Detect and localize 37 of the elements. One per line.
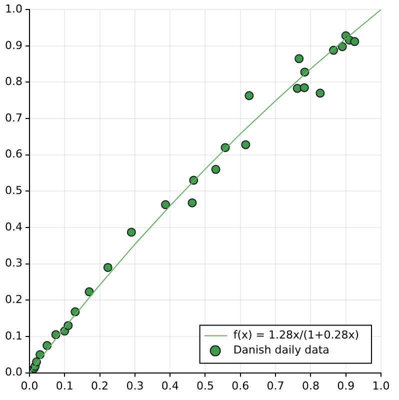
point — [211, 164, 220, 174]
point — [294, 54, 304, 64]
point — [316, 88, 325, 98]
y-tick-label: 0.9 — [4, 38, 22, 52]
point — [161, 200, 170, 210]
y-tick-label: 0.2 — [4, 293, 22, 306]
point — [350, 37, 360, 46]
x-tick-label: 0.5 — [196, 379, 214, 392]
x-tick-label: 0.6 — [232, 379, 250, 392]
legend-label: Danish daily data — [233, 344, 330, 357]
y-tick-label: 0.7 — [4, 111, 22, 124]
point — [84, 287, 94, 296]
x-tick-label: 0.4 — [161, 379, 179, 392]
x-tick-label: 1.0 — [372, 379, 390, 392]
point — [126, 228, 136, 237]
x-tick-label: 0.8 — [302, 379, 320, 392]
y-tick-label: 0.4 — [4, 220, 22, 234]
point — [338, 42, 347, 52]
y-tick-label: 0.3 — [4, 256, 22, 270]
y-tick-label: 0.0 — [4, 366, 22, 379]
x-tick-label: 0.1 — [56, 379, 74, 392]
y-tick-label: 0.6 — [4, 148, 22, 161]
point — [244, 91, 254, 100]
x-tick-label: 0.7 — [266, 379, 284, 392]
x-tick-label: 0.9 — [337, 379, 355, 392]
point — [103, 262, 112, 272]
y-tick-label: 0.1 — [4, 329, 22, 342]
x-tick-label: 0.3 — [126, 379, 144, 392]
x-tick-label: 0.2 — [91, 379, 109, 392]
legend-label: f(x) = 1.28x/(1+0.28x) — [233, 328, 360, 342]
y-tick-label: 1.0 — [4, 2, 22, 16]
point — [188, 198, 197, 208]
point — [241, 140, 250, 150]
y-tick-label: 0.5 — [4, 184, 22, 198]
x-tick-label: 0.0 — [20, 379, 38, 392]
point — [300, 83, 309, 92]
y-tick-label: 0.8 — [4, 75, 22, 88]
